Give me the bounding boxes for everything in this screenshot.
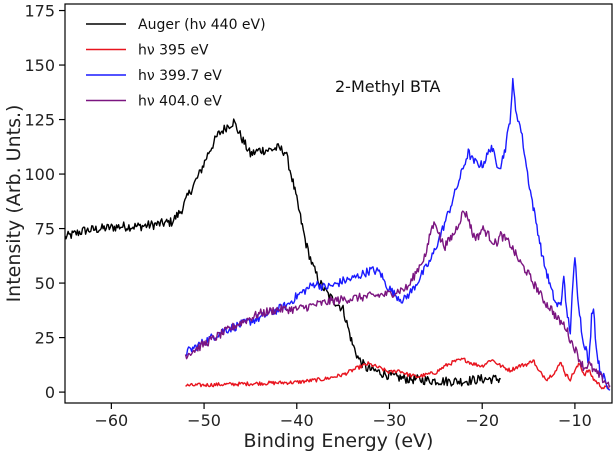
y-axis-label: Intensity (Arb. Unts.) <box>3 105 25 303</box>
series-line-2 <box>185 77 611 391</box>
series-line-0 <box>65 118 501 387</box>
x-tick-label-3: −30 <box>373 411 407 430</box>
plot-frame <box>64 3 613 404</box>
x-tick-label-4: −20 <box>465 411 499 430</box>
x-tick-label-5: −10 <box>558 411 592 430</box>
legend-label-3: hν 404.0 eV <box>138 94 222 110</box>
x-tick-label-2: −40 <box>280 411 314 430</box>
y-tick-label-1: 25 <box>35 329 55 348</box>
series-line-1 <box>185 357 610 390</box>
legend-label-1: hν 395 eV <box>138 43 209 59</box>
plot-layer <box>65 77 611 391</box>
legend-label-0: Auger (hν 440 eV) <box>138 17 266 33</box>
axes-layer <box>64 3 613 404</box>
y-tick-label-7: 175 <box>24 2 55 21</box>
y-tick-label-2: 50 <box>35 274 55 293</box>
ticks-layer: −60 −50 −40 −30 −20 −10 0 25 50 75 100 125 150 175 <box>24 2 591 430</box>
legend: Auger (hν 440 eV) hν 395 eV hν 399.7 eV hν … <box>86 17 266 110</box>
x-tick-label-0: −60 <box>94 411 128 430</box>
y-tick-label-6: 150 <box>24 56 55 75</box>
chart-annotation: 2-Methyl BTA <box>335 77 441 96</box>
series-line-3 <box>184 210 611 388</box>
y-tick-label-4: 100 <box>24 165 55 184</box>
y-tick-label-3: 75 <box>35 220 55 239</box>
y-tick-label-0: 0 <box>45 383 55 402</box>
x-axis-label: Binding Energy (eV) <box>244 430 434 452</box>
y-tick-label-5: 125 <box>24 111 55 130</box>
legend-label-2: hν 399.7 eV <box>138 68 222 84</box>
x-tick-label-1: −50 <box>187 411 221 430</box>
